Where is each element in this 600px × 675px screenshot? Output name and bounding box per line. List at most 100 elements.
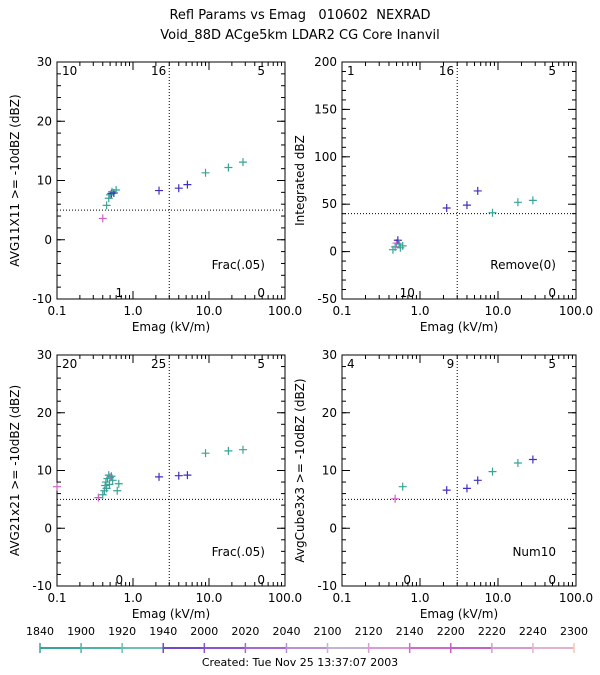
time-bar-label: 2240 bbox=[519, 625, 547, 638]
plot1-ytick-label: -10 bbox=[32, 292, 52, 306]
plot3-annotation: Frac(.05) bbox=[212, 545, 265, 559]
plot2-ytick-label: 200 bbox=[314, 55, 337, 69]
plot2-frame bbox=[341, 61, 577, 300]
plot2-data-point bbox=[395, 240, 404, 249]
plot2-ytick-label: 100 bbox=[314, 150, 337, 164]
plot4-ytick-label: 20 bbox=[322, 406, 337, 420]
plot4-ytick-label: 30 bbox=[322, 348, 337, 362]
plot2-xlabel: Emag (kV/m) bbox=[420, 320, 498, 334]
plot4-data-point bbox=[462, 484, 471, 493]
plot1-count-top-mid: 16 bbox=[151, 64, 166, 78]
plot3-data-point bbox=[238, 445, 247, 454]
time-bar-label: 1920 bbox=[108, 625, 136, 638]
plot4-count-bottom-right: 0 bbox=[548, 573, 556, 587]
plot4-count-bottom-mid: 0 bbox=[403, 573, 411, 587]
plot4-ylabel: AvgCube3x3 >= -10dBZ (dBZ) bbox=[293, 378, 307, 562]
plot3-count-top-left: 20 bbox=[62, 357, 77, 371]
plot2-count-bottom-right: 0 bbox=[548, 286, 556, 300]
plot1-xtick-label: 100.0 bbox=[268, 304, 302, 318]
plot1-xtick-label: 0.1 bbox=[47, 304, 66, 318]
time-bar-label: 2000 bbox=[190, 625, 218, 638]
plot1-data-point bbox=[224, 163, 233, 172]
time-bar-label: 1840 bbox=[26, 625, 54, 638]
plot1-data-point bbox=[183, 180, 192, 189]
plot3-count-top-right: 5 bbox=[257, 357, 265, 371]
plot1-data-point bbox=[104, 194, 113, 203]
plot4-count-top-right: 5 bbox=[548, 357, 556, 371]
plot4-data-point bbox=[391, 494, 400, 503]
plot3-ytick-label: -10 bbox=[32, 579, 52, 593]
plot1-count-top-left: 10 bbox=[62, 64, 77, 78]
plot1-count-top-right: 5 bbox=[257, 64, 265, 78]
plot3-data-point bbox=[114, 479, 123, 488]
plot3-count-bottom-right: 0 bbox=[257, 573, 265, 587]
plot2-ytick-label: 50 bbox=[322, 197, 337, 211]
plot1-xlabel: Emag (kV/m) bbox=[132, 320, 210, 334]
time-bar-label: 2100 bbox=[314, 625, 342, 638]
plot1-data-point bbox=[98, 214, 107, 223]
plot2-ylabel: Integrated dBZ bbox=[293, 135, 307, 226]
plot1-xtick-label: 1.0 bbox=[123, 304, 142, 318]
plot1-data-point bbox=[108, 187, 117, 196]
time-bar-label: 2120 bbox=[355, 625, 383, 638]
plot1-data-point bbox=[155, 186, 164, 195]
plot4-xlabel: Emag (kV/m) bbox=[420, 607, 498, 621]
plot1-count-bottom-mid: 1 bbox=[115, 286, 123, 300]
plot4-xtick-label: 1.0 bbox=[410, 591, 429, 605]
time-bar-label: 1940 bbox=[149, 625, 177, 638]
plot2-ytick-label: -50 bbox=[317, 292, 337, 306]
plot3-xtick-label: 0.1 bbox=[47, 591, 66, 605]
plot4-xtick-label: 0.1 bbox=[332, 591, 351, 605]
plot1-ytick-label: 0 bbox=[44, 233, 52, 247]
time-bar-label: 2220 bbox=[478, 625, 506, 638]
plot1-ytick-label: 10 bbox=[37, 174, 52, 188]
plot4-data-point bbox=[442, 486, 451, 495]
plot1-data-point bbox=[201, 168, 210, 177]
plot4-ytick-label: 10 bbox=[322, 464, 337, 478]
plot3-data-point bbox=[94, 493, 103, 502]
plot4-xtick-label: 10.0 bbox=[485, 591, 512, 605]
time-bar-label: 2040 bbox=[272, 625, 300, 638]
plot3-data-point bbox=[98, 490, 107, 499]
plot2-data-point bbox=[473, 186, 482, 195]
plot3-data-point bbox=[102, 484, 111, 493]
plot1-ylabel: AVG11X11 >= -10dBZ (dBZ) bbox=[8, 94, 22, 266]
plot2-data-point bbox=[393, 236, 402, 245]
plot2-ytick-label: 0 bbox=[329, 245, 337, 259]
plot4-ytick-label: -10 bbox=[317, 579, 337, 593]
plot1-annotation: Frac(.05) bbox=[212, 258, 265, 272]
chart-title-line1: Refl Params vs Emag 010602 NEXRAD bbox=[169, 8, 431, 23]
plot2-data-point bbox=[513, 198, 522, 207]
plot2-xtick-label: 0.1 bbox=[332, 304, 351, 318]
plot4-count-top-mid: 9 bbox=[447, 357, 455, 371]
time-bar-label: 2140 bbox=[396, 625, 424, 638]
plot2-data-point bbox=[442, 203, 451, 212]
plot1-ytick-label: 30 bbox=[37, 55, 52, 69]
plot1-data-point bbox=[112, 185, 121, 194]
plot4-data-point bbox=[488, 467, 497, 476]
plot3-data-point bbox=[53, 482, 61, 491]
plot2-ytick-label: 150 bbox=[314, 102, 337, 116]
plot3-ytick-label: 0 bbox=[44, 521, 52, 535]
plot2-data-point bbox=[462, 201, 471, 210]
plot1-xtick-label: 10.0 bbox=[196, 304, 223, 318]
plot3-data-point bbox=[155, 472, 164, 481]
plot4-data-point bbox=[528, 455, 537, 464]
plot1-data-point bbox=[174, 184, 183, 193]
plot3-count-bottom-mid: 0 bbox=[115, 573, 123, 587]
plot4-data-point bbox=[473, 476, 482, 485]
plot3-data-point bbox=[108, 476, 117, 485]
plot3-data-point bbox=[174, 471, 183, 480]
plot3-data-point bbox=[201, 449, 210, 458]
plot3-xtick-label: 10.0 bbox=[196, 591, 223, 605]
plot3-data-point bbox=[183, 471, 192, 480]
plot3-ytick-label: 20 bbox=[37, 406, 52, 420]
plot4-ytick-label: 0 bbox=[329, 521, 337, 535]
plot2-annotation: Remove(0) bbox=[490, 258, 556, 272]
chart-title-line2: Void_88D ACge5km LDAR2 CG Core Inanvil bbox=[160, 28, 440, 43]
plot2-data-point bbox=[528, 196, 537, 205]
time-bar-label: 1900 bbox=[67, 625, 95, 638]
plot1-data-point bbox=[238, 158, 247, 167]
plot4-data-point bbox=[513, 458, 522, 467]
plot3-ytick-label: 10 bbox=[37, 464, 52, 478]
